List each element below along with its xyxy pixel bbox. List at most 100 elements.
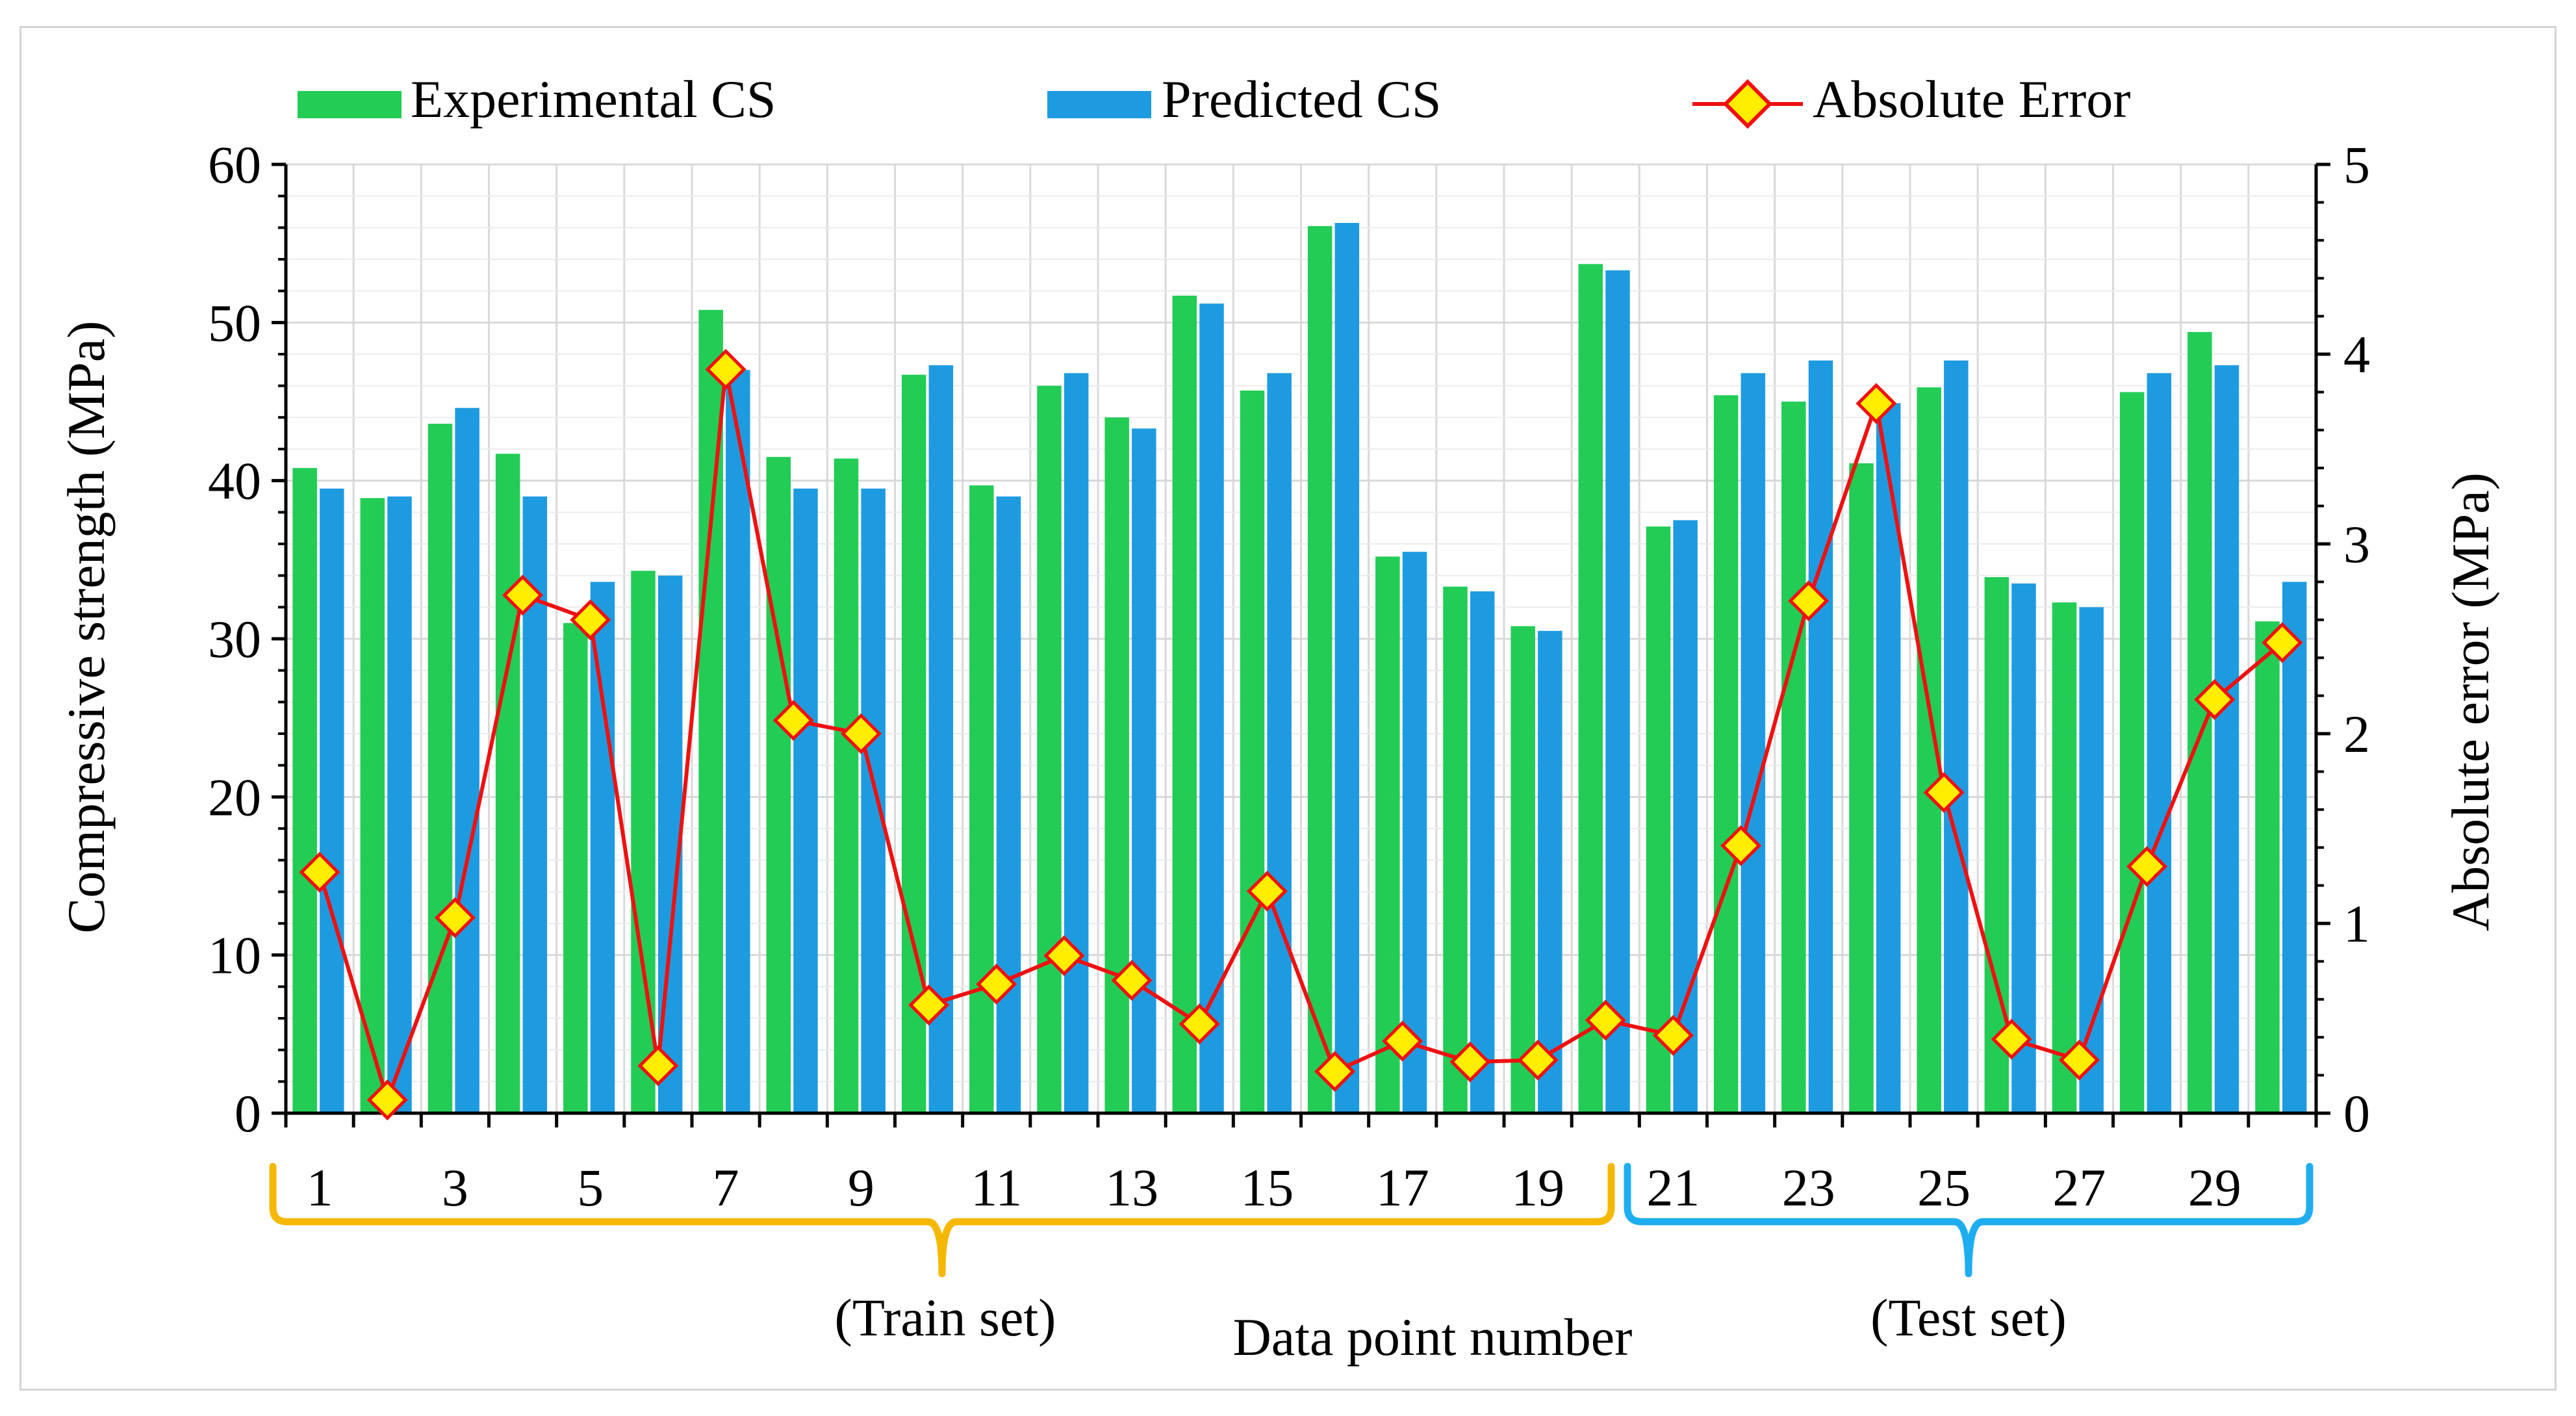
bar-experimental [766,457,791,1113]
y2-tick-label: 4 [2343,325,2370,384]
bar-experimental [2119,392,2145,1113]
error-marker [637,1045,679,1087]
error-marker [2262,622,2303,663]
error-marker [1720,825,1762,866]
bar-experimental [1307,225,1333,1113]
bar-experimental [1375,556,1400,1113]
y2-tick-label: 3 [2343,515,2370,574]
x-tick-label: 29 [2188,1158,2241,1217]
bar-predicted [1199,303,1224,1114]
error-marker [1923,771,1965,814]
x-axis-title: Data point number [1233,1307,1633,1367]
bar-predicted [1673,520,1698,1113]
bar-predicted [1132,428,1156,1113]
y-tick-label: 40 [208,452,261,511]
bar-predicted [320,488,344,1113]
x-tick-label: 5 [577,1158,604,1217]
bar-predicted [590,582,615,1113]
error-marker [772,700,814,741]
error-marker [976,963,1017,1005]
bar-experimental [969,485,994,1113]
error-marker [1111,960,1153,1001]
error-line [318,368,2284,1107]
bar-experimental [1240,390,1265,1113]
bar-predicted [2282,582,2307,1113]
train-set-brace [269,1163,1615,1278]
y2-tick-label: 0 [2343,1084,2370,1143]
error-marker [1788,580,1830,622]
error-marker [1382,1020,1423,1062]
y-tick-label: 60 [208,135,261,194]
y2-tick-label: 5 [2343,135,2370,194]
bar-predicted [1605,270,1630,1113]
bar-experimental [1713,395,1739,1114]
bar-experimental [1037,385,1062,1113]
error-marker [2126,845,2168,887]
error-marker [1991,1018,2032,1060]
bar-experimental [1443,586,1468,1113]
x-tick-label: 17 [1376,1158,1429,1217]
bar-predicted [1538,630,1562,1113]
bar-experimental [1172,295,1197,1113]
set-braces: (Train set) (Test set) [269,1163,2314,1347]
x-tick-label: 15 [1240,1158,1294,1217]
bars [292,223,2307,1114]
x-tick-label: 1 [307,1158,333,1217]
legend: Experimental CS Predicted CS Absolute Er… [298,70,2131,129]
bar-experimental [2255,621,2280,1113]
bar-predicted [1267,373,1292,1114]
error-marker [1585,999,1626,1041]
error-marker [705,348,746,390]
legend-label-predicted: Predicted CS [1162,70,1441,129]
bar-experimental [2052,602,2077,1113]
bar-experimental [360,498,385,1113]
bar-experimental [1578,264,1603,1113]
axis-titles: Compressive strength (MPa) Absolute erro… [57,321,2500,1367]
legend-label-error: Absolute Error [1813,70,2131,129]
bar-predicted [726,370,750,1114]
bar-predicted [793,488,818,1113]
error-marker [1652,1014,1694,1056]
bar-predicted [1944,360,1969,1113]
bar-experimental [563,623,588,1113]
error-marker [1517,1039,1559,1081]
legend-marker-error [1722,79,1773,129]
x-tick-label: 3 [442,1158,468,1217]
bar-experimental [901,374,926,1114]
x-tick-label: 7 [713,1158,739,1217]
legend-swatch-predicted [1047,91,1151,118]
bar-experimental [1104,417,1129,1114]
bar-predicted [1741,373,1766,1114]
error-marker [1043,935,1085,977]
error-marker [366,1079,408,1121]
error-marker [840,713,882,754]
x-tick-label: 11 [971,1158,1022,1217]
gridlines [286,163,2316,1113]
error-marker [1449,1041,1491,1083]
bar-experimental [1984,577,2009,1113]
bar-predicted [2147,373,2172,1114]
error-marker [1855,383,1897,424]
bar-experimental [1511,626,1535,1113]
legend-label-experimental: Experimental CS [411,70,776,129]
bar-experimental [427,424,453,1113]
error-marker [1314,1051,1356,1092]
test-set-label: (Test set) [1870,1288,2067,1347]
bar-predicted [2214,365,2239,1113]
error-marker [2058,1039,2100,1081]
bar-predicted [996,496,1021,1113]
bar-predicted [2079,607,2104,1113]
error-marker [434,897,476,938]
x-tick-label: 13 [1105,1158,1158,1217]
x-tick-label: 19 [1511,1158,1564,1217]
y-tick-label: 0 [235,1084,261,1143]
error-marker [502,574,544,616]
y2-axis-title: Absolute error (MPa) [2441,472,2500,931]
error-marker [2194,678,2236,720]
bar-predicted [1402,552,1427,1113]
y-tick-label: 10 [208,926,261,985]
x-tick-label: 27 [2052,1158,2106,1217]
bar-predicted [928,365,954,1113]
bar-experimental [495,454,520,1113]
